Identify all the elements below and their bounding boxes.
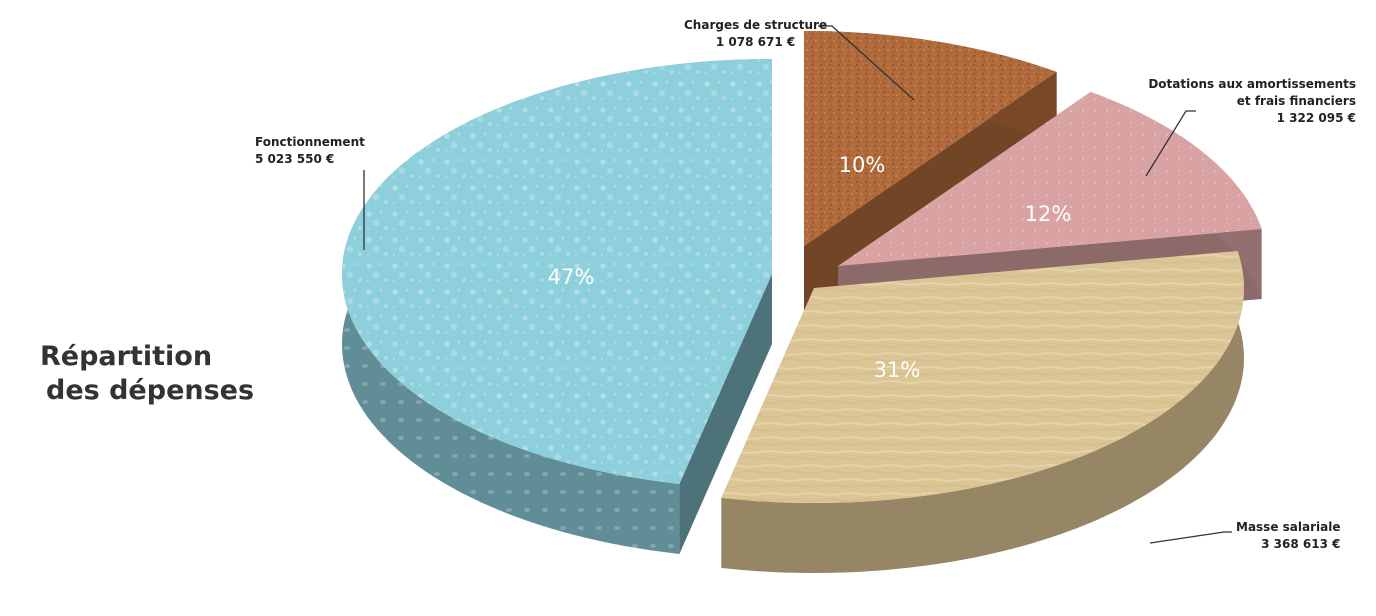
slice-value-charges-de-structure: 1 078 671 €: [715, 35, 796, 49]
slice-top-texture-fonctionnement: [342, 59, 772, 484]
slice-percent-fonctionnement: 47%: [548, 265, 595, 289]
slice-side-wall-fonctionnement: [679, 274, 772, 554]
slice-label-fonctionnement: Fonctionnement 5 023 550 €: [255, 134, 365, 168]
slice-name-charges-de-structure: Charges de structure: [684, 18, 828, 32]
slice-top-texture-charges-de-structure: [804, 31, 1057, 246]
slice-top-texture-dotations: [838, 92, 1262, 266]
slice-name-masse-salariale: Masse salariale: [1236, 520, 1341, 534]
slice-label-charges-de-structure: Charges de structure 1 078 671 €: [684, 17, 827, 51]
slice-value-dotations: 1 322 095 €: [1276, 111, 1356, 125]
slice-percent-masse-salariale: 31%: [874, 358, 921, 382]
leader-line-masse-salariale: [1149, 531, 1232, 544]
leader-line-dotations: [1145, 110, 1196, 177]
slice-percent-charges-de-structure: 10%: [839, 153, 886, 177]
chart-title-line-1: Répartition: [40, 341, 213, 372]
slice-percent-dotations: 12%: [1025, 202, 1072, 226]
slice-value-fonctionnement: 5 023 550 €: [255, 152, 335, 166]
slice-name-dotations-line-1: Dotations aux amortissements: [1148, 77, 1356, 91]
slice-masse-salariale: [721, 250, 1244, 573]
leader-line-charges-de-structure: [818, 25, 915, 101]
slice-label-masse-salariale: Masse salariale 3 368 613 €: [1236, 519, 1340, 553]
slice-fonctionnement: [342, 59, 772, 554]
slice-top-texture-masse-salariale: [721, 251, 1244, 503]
slice-value-masse-salariale: 3 368 613 €: [1261, 537, 1341, 551]
slice-label-dotations: Dotations aux amortissements et frais fi…: [1148, 76, 1356, 127]
chart-title-line-2: des dépenses: [46, 375, 255, 406]
slice-outer-wall-masse-salariale: [721, 251, 1244, 573]
slice-name-dotations-line-2: et frais financiers: [1236, 94, 1356, 108]
slice-name-fonctionnement: Fonctionnement: [255, 135, 365, 149]
chart-title: Répartition des dépenses: [40, 340, 254, 408]
